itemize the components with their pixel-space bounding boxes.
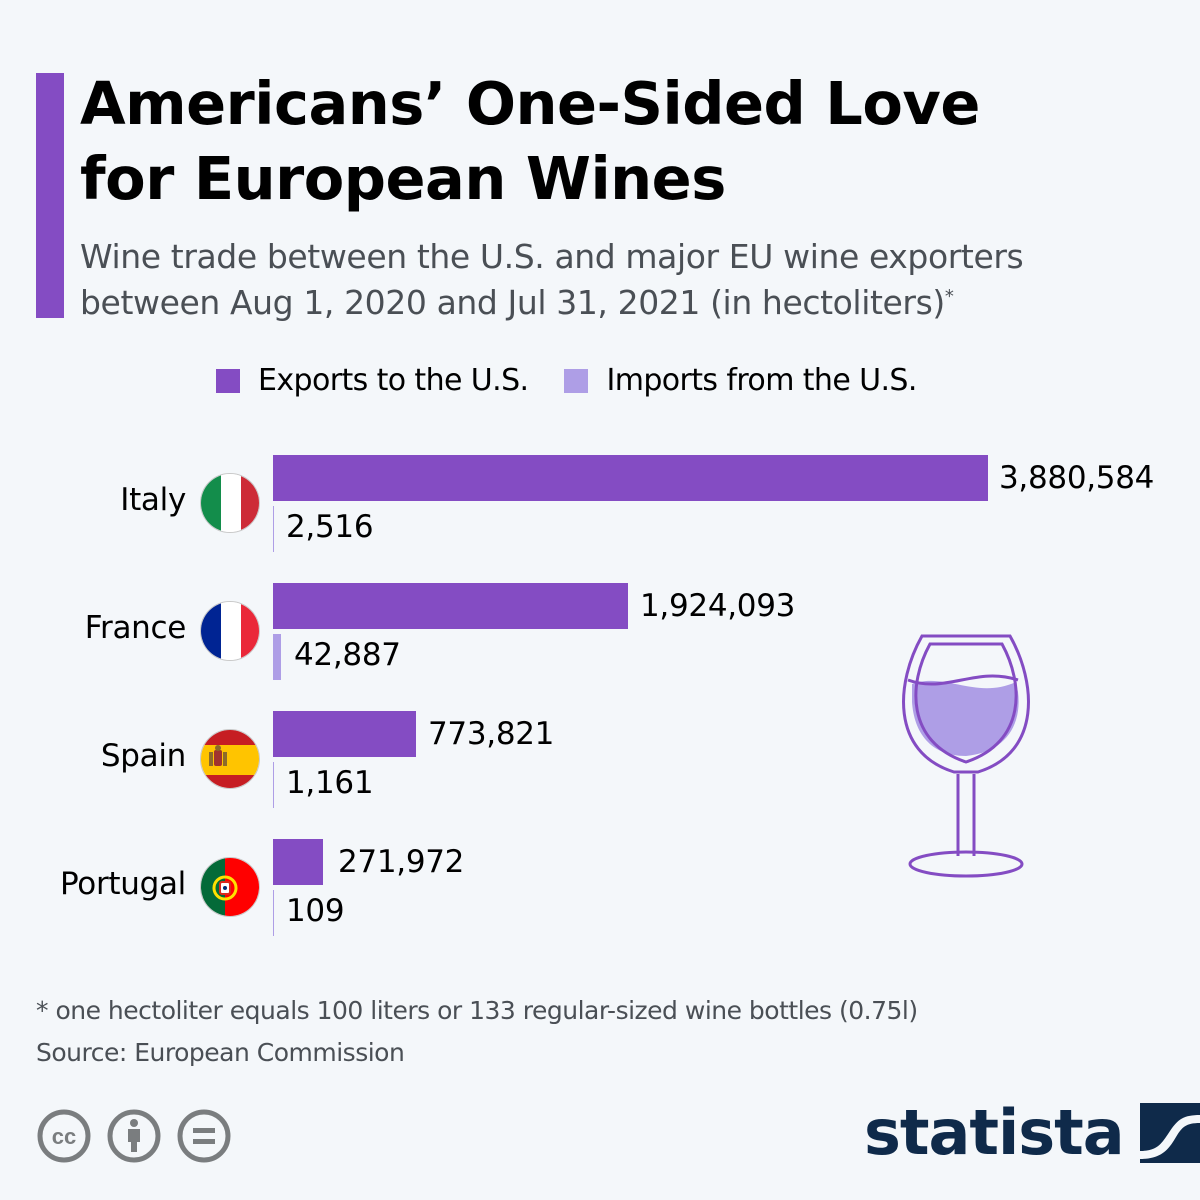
chart-subtitle: Wine trade between the U.S. and major EU… bbox=[80, 234, 1180, 326]
chart-row-france: France 1,924,093 42,887 bbox=[0, 578, 1200, 698]
bar-imports bbox=[273, 890, 274, 936]
subtitle-line-1: Wine trade between the U.S. and major EU… bbox=[80, 237, 1024, 276]
footnote: * one hectoliter equals 100 liters or 13… bbox=[36, 990, 918, 1074]
wine-glass-icon bbox=[886, 622, 1046, 886]
bar-imports bbox=[273, 506, 274, 552]
chart-row-italy: Italy 3,880,584 2,516 bbox=[0, 450, 1200, 570]
legend-label-imports: Imports from the U.S. bbox=[606, 363, 917, 398]
bar-exports bbox=[273, 839, 323, 885]
legend-item-exports: Exports to the U.S. bbox=[216, 363, 529, 398]
value-imports: 2,516 bbox=[286, 509, 374, 545]
value-exports: 3,880,584 bbox=[999, 460, 1155, 496]
brand-name: statista bbox=[864, 1096, 1125, 1169]
value-exports: 1,924,093 bbox=[640, 588, 796, 624]
country-label: Portugal bbox=[60, 866, 186, 902]
country-label: Spain bbox=[100, 738, 186, 774]
title-line-2: for European Wines bbox=[80, 144, 726, 213]
value-imports: 42,887 bbox=[294, 637, 401, 673]
title-line-1: Americans’ One-Sided Love bbox=[80, 69, 980, 138]
license-icons: cc bbox=[36, 1108, 232, 1164]
country-label: Italy bbox=[120, 482, 186, 518]
bar-exports bbox=[273, 711, 416, 757]
country-label: France bbox=[84, 610, 187, 646]
chart-row-spain: Spain 773,821 1,161 bbox=[0, 706, 1200, 826]
bar-exports bbox=[273, 583, 628, 629]
legend-swatch-imports bbox=[564, 368, 589, 393]
bar-imports bbox=[273, 762, 274, 808]
legend-swatch-exports bbox=[216, 368, 240, 393]
source-text: Source: European Commission bbox=[36, 1038, 405, 1067]
bar-exports bbox=[273, 455, 988, 501]
no-derivatives-icon[interactable] bbox=[176, 1108, 232, 1164]
bar-imports bbox=[273, 634, 281, 680]
spain-flag-icon bbox=[200, 729, 260, 789]
footnote-marker: * bbox=[944, 286, 954, 307]
chart-title: Americans’ One-Sided Love for European W… bbox=[80, 66, 980, 216]
portugal-flag-icon bbox=[200, 857, 260, 917]
legend-item-imports: Imports from the U.S. bbox=[564, 363, 917, 398]
cc-license-icon[interactable]: cc bbox=[36, 1108, 92, 1164]
attribution-icon[interactable] bbox=[106, 1108, 162, 1164]
value-exports: 773,821 bbox=[428, 716, 555, 752]
svg-text:cc: cc bbox=[52, 1124, 76, 1149]
title-accent-bar bbox=[36, 73, 64, 318]
italy-flag-icon bbox=[200, 473, 260, 533]
subtitle-line-2: between Aug 1, 2020 and Jul 31, 2021 (in… bbox=[80, 283, 945, 322]
france-flag-icon bbox=[200, 601, 260, 661]
value-imports: 109 bbox=[286, 893, 345, 929]
value-imports: 1,161 bbox=[286, 765, 374, 801]
footnote-text: * one hectoliter equals 100 liters or 13… bbox=[36, 996, 918, 1025]
legend-label-exports: Exports to the U.S. bbox=[258, 363, 529, 398]
value-exports: 271,972 bbox=[338, 844, 465, 880]
statista-logo[interactable]: statista bbox=[864, 1098, 1200, 1168]
statista-mark-icon bbox=[1139, 1103, 1200, 1163]
legend: Exports to the U.S. Imports from the U.S… bbox=[216, 363, 953, 398]
chart-row-portugal: Portugal 271,972 109 bbox=[0, 834, 1200, 954]
